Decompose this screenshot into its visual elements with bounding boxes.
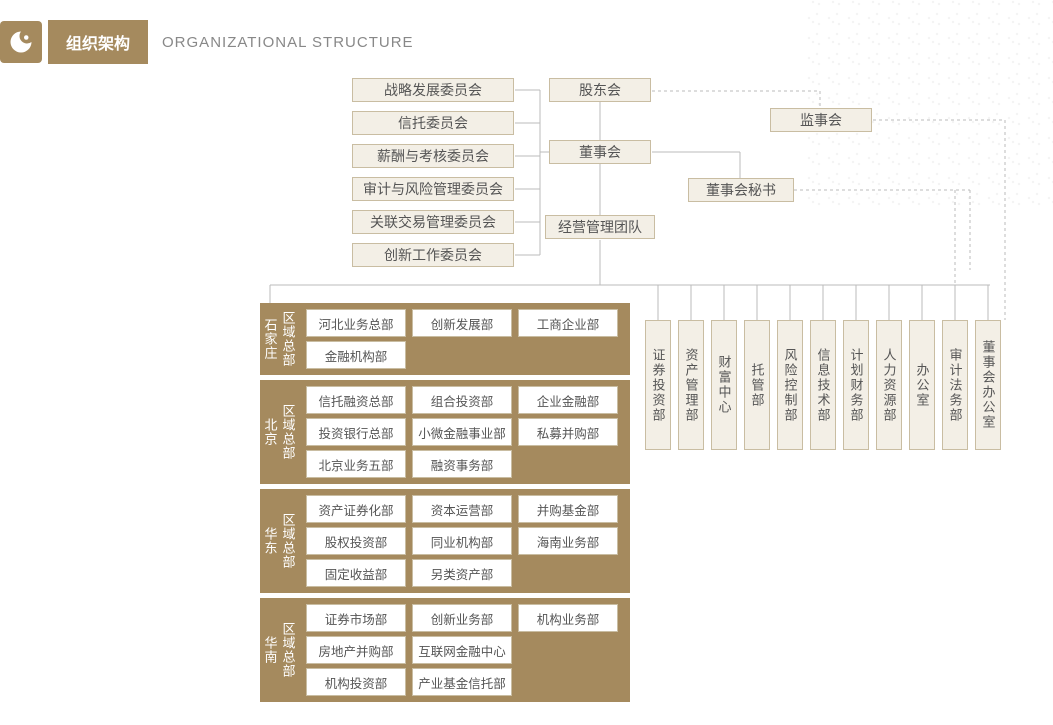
committee-0: 战略发展委员会: [352, 78, 514, 102]
title-cn: 组织架构: [48, 20, 148, 64]
committee-5: 创新工作委员会: [352, 243, 514, 267]
vertical-dept: 人力资源部: [876, 320, 902, 450]
committee-2: 薪酬与考核委员会: [352, 144, 514, 168]
node-board: 董事会: [549, 140, 651, 164]
dept-box: 创新业务部: [412, 604, 512, 632]
region-name: 华南: [262, 598, 278, 702]
dept-box: 河北业务总部: [306, 309, 406, 337]
title-en: ORGANIZATIONAL STRUCTURE: [162, 34, 414, 51]
dept-box: 同业机构部: [412, 527, 512, 555]
dept-box: 金融机构部: [306, 341, 406, 369]
region-label: 区域总部: [280, 489, 296, 593]
dept-box: 固定收益部: [306, 559, 406, 587]
dept-box: 海南业务部: [518, 527, 618, 555]
dept-box: 机构投资部: [306, 668, 406, 696]
dept-box: 并购基金部: [518, 495, 618, 523]
dept-box: 资产证券化部: [306, 495, 406, 523]
node-supervisors: 监事会: [770, 108, 872, 132]
dept-box: 互联网金融中心: [412, 636, 512, 664]
node-mgmt: 经营管理团队: [545, 215, 655, 239]
dept-box: 股权投资部: [306, 527, 406, 555]
vertical-dept: 托管部: [744, 320, 770, 450]
vertical-dept: 审计法务部: [942, 320, 968, 450]
vertical-dept: 董事会办公室: [975, 320, 1001, 450]
dept-box: 北京业务五部: [306, 450, 406, 478]
vertical-dept: 计划财务部: [843, 320, 869, 450]
region-label: 区域总部: [280, 598, 296, 702]
dept-box: 机构业务部: [518, 604, 618, 632]
dept-box: 另类资产部: [412, 559, 512, 587]
dept-box: 企业金融部: [518, 386, 618, 414]
dept-box: 资本运营部: [412, 495, 512, 523]
vertical-dept: 办公室: [909, 320, 935, 450]
vertical-dept: 财富中心: [711, 320, 737, 450]
logo-icon: [0, 21, 42, 63]
vertical-dept: 资产管理部: [678, 320, 704, 450]
dept-box: 证券市场部: [306, 604, 406, 632]
dept-box: 私募并购部: [518, 418, 618, 446]
region-label: 区域总部: [280, 303, 296, 375]
committee-1: 信托委员会: [352, 111, 514, 135]
dept-box: 投资银行总部: [306, 418, 406, 446]
dept-box: 组合投资部: [412, 386, 512, 414]
dept-box: 融资事务部: [412, 450, 512, 478]
region-label: 区域总部: [280, 380, 296, 484]
dept-box: 房地产并购部: [306, 636, 406, 664]
vertical-dept: 信息技术部: [810, 320, 836, 450]
dept-box: 工商企业部: [518, 309, 618, 337]
region-name: 石家庄: [262, 303, 278, 375]
dept-box: 小微金融事业部: [412, 418, 512, 446]
org-chart: 股东会 董事会 监事会 董事会秘书 经营管理团队 战略发展委员会 信托委员会 薪…: [0, 60, 1053, 720]
node-secretary: 董事会秘书: [688, 178, 794, 202]
committee-3: 审计与风险管理委员会: [352, 177, 514, 201]
region-name: 北京: [262, 380, 278, 484]
dept-box: 创新发展部: [412, 309, 512, 337]
committee-4: 关联交易管理委员会: [352, 210, 514, 234]
node-shareholders: 股东会: [549, 78, 651, 102]
dept-box: 产业基金信托部: [412, 668, 512, 696]
region-name: 华东: [262, 489, 278, 593]
vertical-dept: 证券投资部: [645, 320, 671, 450]
dept-box: 信托融资总部: [306, 386, 406, 414]
vertical-dept: 风险控制部: [777, 320, 803, 450]
